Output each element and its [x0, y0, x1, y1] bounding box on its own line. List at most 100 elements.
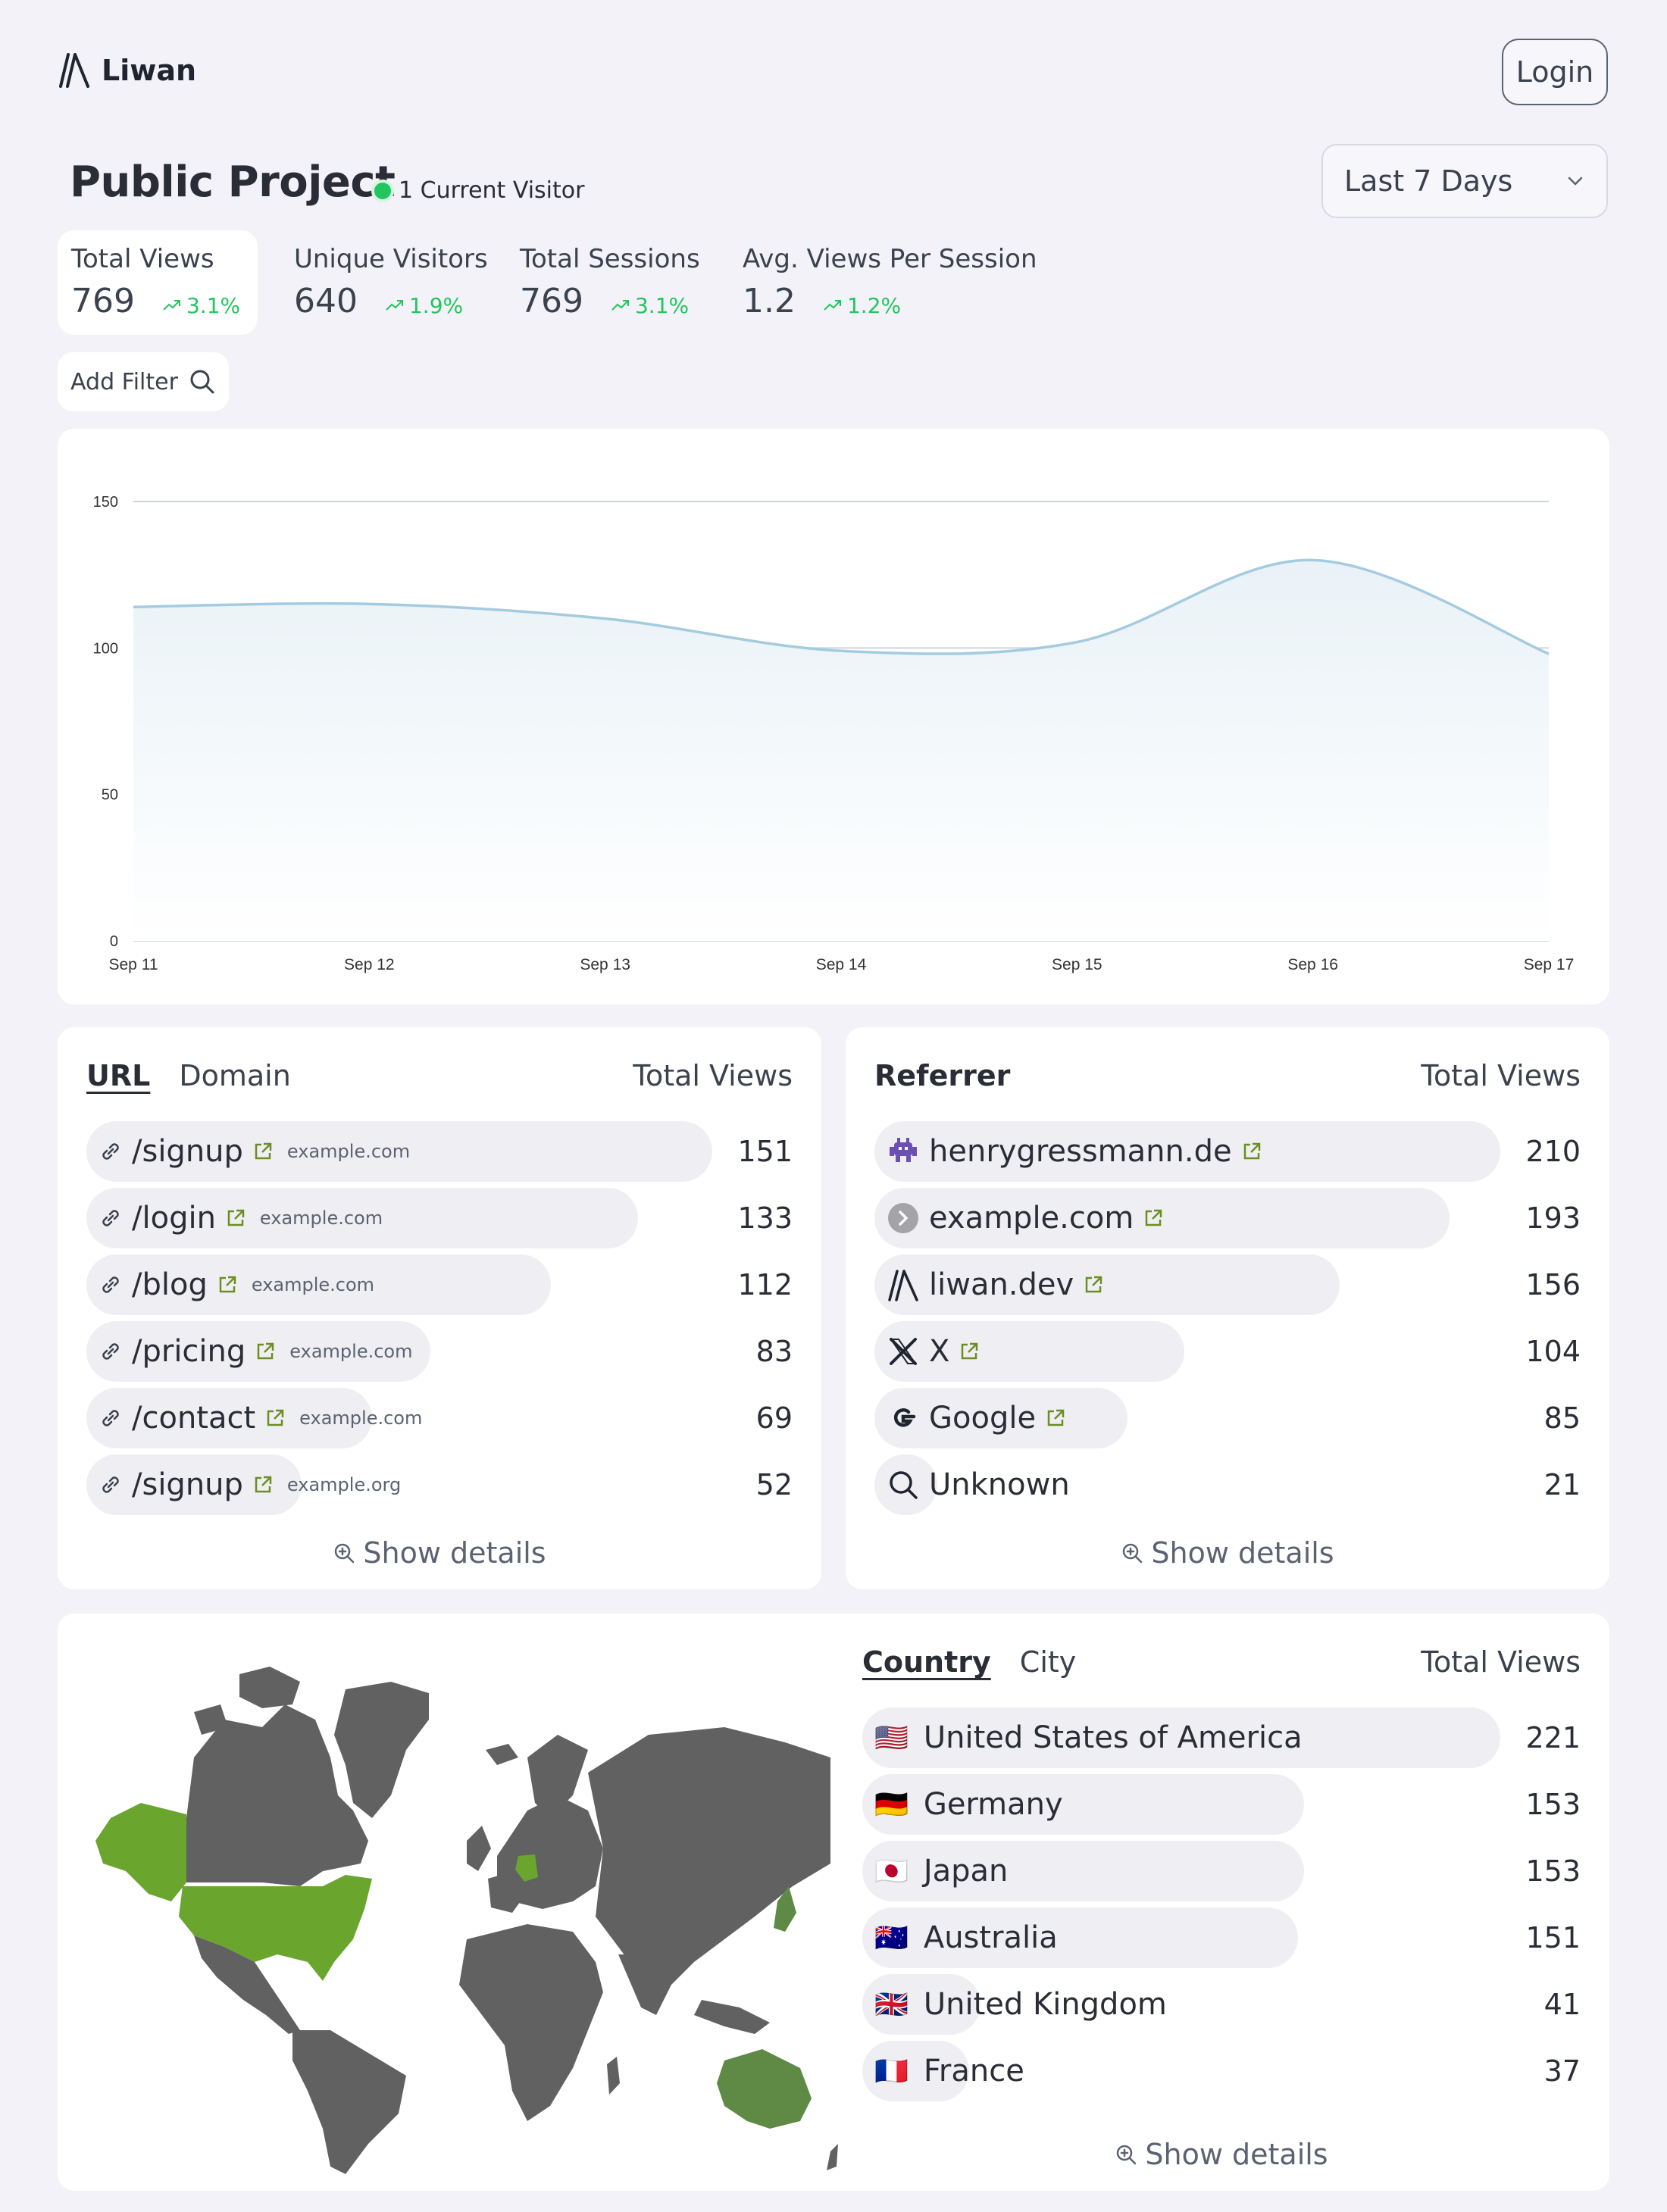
search-icon — [890, 1471, 918, 1499]
metric-value: 769 — [520, 282, 583, 320]
referrer-row[interactable]: liwan.dev 156 — [874, 1254, 1581, 1315]
referrer-row[interactable]: Google 85 — [874, 1388, 1581, 1448]
metric-label: Total Sessions — [520, 244, 700, 274]
row-value: 112 — [737, 1268, 793, 1301]
referrer-name: X — [929, 1334, 950, 1369]
page-host: example.com — [259, 1208, 383, 1229]
referrer-row[interactable]: henrygressmann.de 210 — [874, 1121, 1581, 1182]
map-japan — [774, 1886, 796, 1932]
x-tick-label: Sep 11 — [109, 956, 158, 973]
world-map[interactable] — [73, 1621, 838, 2182]
country-row[interactable]: 🇬🇧 United Kingdom 41 — [862, 1974, 1581, 2035]
external-link-icon[interactable] — [1143, 1208, 1164, 1229]
metric-total-views[interactable]: Total Views 769 3.1% — [58, 230, 258, 335]
external-link-icon[interactable] — [225, 1208, 246, 1229]
metric-value: 640 — [294, 282, 358, 320]
metric-label: Total Views — [71, 244, 214, 274]
brand[interactable]: Liwan — [59, 53, 196, 88]
series-line — [133, 558, 1550, 655]
external-link-icon[interactable] — [959, 1341, 980, 1362]
value-bar — [874, 1454, 937, 1515]
country-row[interactable]: 🇯🇵 Japan 153 — [862, 1841, 1581, 1901]
row-value: 85 — [1543, 1401, 1581, 1435]
row-value: 52 — [755, 1468, 793, 1501]
login-button[interactable]: Login — [1502, 39, 1608, 105]
external-link-icon[interactable] — [1045, 1407, 1066, 1429]
metric-column-label: Total Views — [1421, 1645, 1581, 1679]
row-content: /login example.com — [86, 1201, 383, 1236]
google-icon — [893, 1408, 916, 1427]
country-name: United Kingdom — [923, 1987, 1167, 2022]
page-row[interactable]: /login example.com 133 — [86, 1188, 793, 1248]
page-row[interactable]: /contact example.com 69 — [86, 1388, 793, 1448]
metric-total-sessions[interactable]: Total Sessions 769 3.1% — [520, 230, 700, 335]
value-bar — [862, 1774, 1304, 1835]
row-value: 151 — [737, 1135, 793, 1168]
date-range-select[interactable]: Last 7 Days — [1321, 144, 1608, 218]
series-area — [133, 560, 1549, 941]
row-content: 🇯🇵 Japan — [862, 1854, 1008, 1889]
external-link-icon[interactable] — [255, 1341, 276, 1362]
map-usa — [179, 1875, 372, 1981]
external-link-icon[interactable] — [1241, 1141, 1262, 1162]
country-flag-icon: 🇺🇸 — [874, 1723, 909, 1754]
map-alaska — [95, 1803, 186, 1901]
tab-city[interactable]: City — [1019, 1645, 1077, 1679]
page-host: example.com — [286, 1141, 411, 1162]
country-flag-icon: 🇩🇪 — [874, 1789, 909, 1820]
country-row[interactable]: 🇺🇸 United States of America 221 — [862, 1707, 1581, 1768]
current-visitors-text: 1 Current Visitor — [399, 177, 585, 204]
external-link-icon[interactable] — [1083, 1274, 1104, 1295]
country-row[interactable]: 🇩🇪 Germany 153 — [862, 1774, 1581, 1835]
referrer-row[interactable]: X 104 — [874, 1321, 1581, 1382]
add-filter-button[interactable]: Add Filter — [58, 352, 229, 411]
value-bar — [874, 1121, 1500, 1182]
row-value: 221 — [1525, 1721, 1581, 1754]
tab-url[interactable]: URL — [86, 1059, 151, 1092]
metric-change-value: 1.2% — [846, 292, 902, 318]
show-details-label: Show details — [1145, 2138, 1328, 2171]
x-tick-label: Sep 14 — [816, 956, 867, 973]
metric-unique-visitors[interactable]: Unique Visitors 640 1.9% — [294, 230, 488, 335]
live-dot-icon — [374, 182, 391, 199]
row-content: 🇺🇸 United States of America — [862, 1720, 1303, 1755]
country-row[interactable]: 🇦🇺 Australia 151 — [862, 1907, 1581, 1968]
metric-avg-views-per-session[interactable]: Avg. Views Per Session 1.2 1.2% — [743, 230, 1037, 335]
page-row[interactable]: /signup example.com 151 — [86, 1121, 793, 1182]
row-value: 37 — [1543, 2054, 1581, 2088]
value-bar — [862, 1707, 1500, 1768]
trend-up-icon — [611, 300, 629, 311]
show-details-button[interactable]: Show details — [862, 2138, 1581, 2171]
referrer-name: liwan.dev — [929, 1267, 1074, 1302]
page-path: /login — [132, 1201, 216, 1236]
value-bar — [874, 1388, 1128, 1448]
external-link-icon[interactable] — [264, 1407, 286, 1429]
page-row[interactable]: /blog example.com 112 — [86, 1254, 793, 1315]
show-details-button[interactable]: Show details — [846, 1536, 1609, 1570]
referrer-row[interactable]: Unknown 21 — [874, 1454, 1581, 1515]
tab-country[interactable]: Country — [862, 1645, 991, 1679]
external-link-icon[interactable] — [252, 1474, 274, 1495]
zoom-in-icon — [1117, 2145, 1137, 2165]
tab-domain[interactable]: Domain — [179, 1059, 291, 1092]
x-tick-label: Sep 15 — [1052, 956, 1102, 973]
chevron-down-icon — [1568, 177, 1583, 186]
link-icon — [102, 1410, 119, 1426]
map-south-america — [292, 2030, 406, 2174]
row-value: 21 — [1543, 1468, 1581, 1501]
show-details-button[interactable]: Show details — [58, 1536, 821, 1570]
external-link-icon[interactable] — [252, 1141, 274, 1162]
y-tick-label: 50 — [102, 787, 118, 804]
page-row[interactable]: /signup example.org 52 — [86, 1454, 793, 1515]
referrer-row[interactable]: example.com 193 — [874, 1188, 1581, 1248]
row-value: 104 — [1525, 1335, 1581, 1368]
metric-change-value: 3.1% — [634, 292, 690, 318]
link-icon — [102, 1210, 119, 1226]
country-name: United States of America — [923, 1720, 1303, 1755]
external-link-icon[interactable] — [217, 1274, 238, 1295]
page-row[interactable]: /pricing example.com 83 — [86, 1321, 793, 1382]
x-tick-label: Sep 17 — [1524, 956, 1575, 973]
metric-column-label: Total Views — [633, 1059, 793, 1092]
map-asia — [588, 1727, 830, 1985]
country-row[interactable]: 🇫🇷 France 37 — [862, 2041, 1581, 2101]
